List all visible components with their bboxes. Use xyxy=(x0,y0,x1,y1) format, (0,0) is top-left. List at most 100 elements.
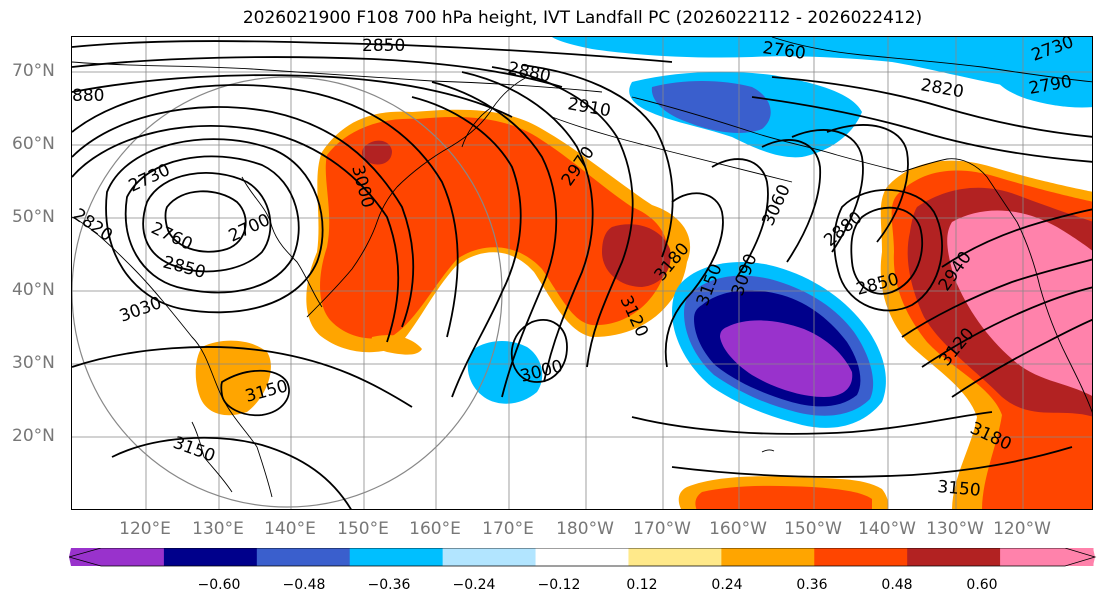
coast-asia-east xyxy=(72,216,273,498)
contour-east-3 xyxy=(951,318,1092,398)
colorbar-arrow-high xyxy=(1065,548,1095,566)
colorbar-segment-3 xyxy=(349,548,444,566)
colorbar-segments xyxy=(71,548,1094,566)
lon-label-180w: 180°W xyxy=(556,519,614,539)
contour-north-east-2 xyxy=(751,96,1092,163)
contour-label-3060: 3060 xyxy=(758,181,794,229)
colorbar-tick-9: 0.60 xyxy=(966,577,998,593)
shade-blue-bering xyxy=(651,81,771,133)
contour-label-3030-west: 3030 xyxy=(117,293,164,327)
colorbar-segment-4 xyxy=(442,548,537,566)
coastlines xyxy=(72,37,1092,498)
map-title: 2026021900 F108 700 hPa height, IVT Land… xyxy=(242,8,923,28)
contour-label-2850-low: 2850 xyxy=(161,253,208,284)
contour-label-880-west: 880 xyxy=(72,86,104,106)
contour-east-4 xyxy=(941,208,1092,268)
shade-red-north-pacific xyxy=(320,116,668,339)
lat-label-50n: 50°N xyxy=(12,207,55,227)
colorbar-tick-6: 0.24 xyxy=(711,577,743,593)
contour-north-east-1 xyxy=(771,76,1092,138)
contour-upper-low xyxy=(850,206,924,295)
contour-westerly-3 xyxy=(72,84,459,338)
colorbar-arrow-low xyxy=(69,548,101,566)
colorbar-outline xyxy=(69,548,1097,567)
lon-label-120e: 120°E xyxy=(119,519,171,539)
colorbar-segment-8 xyxy=(814,548,908,566)
coast-kuril-kamchatka xyxy=(396,76,528,188)
contour-ridge-west-3 xyxy=(461,71,594,383)
contour-label-2700-low: 2700 xyxy=(226,210,274,246)
height-contours xyxy=(72,40,1092,509)
shade-cyan-arctic xyxy=(552,37,1092,99)
colorbar-segment-6 xyxy=(628,548,722,566)
coast-korea-china xyxy=(241,176,323,308)
colorbar-segment-1 xyxy=(163,548,258,566)
colorbar-tick-4: −0.12 xyxy=(537,577,581,593)
lon-label-150w: 150°W xyxy=(784,519,842,539)
contour-trough-mid-1 xyxy=(664,192,724,368)
shade-cyan-alaska-east xyxy=(991,54,1092,108)
contour-label-2880-top: 2880 xyxy=(506,58,552,87)
colorbar-tick-8: 0.48 xyxy=(881,577,913,593)
lon-label-120w: 120°W xyxy=(993,519,1051,539)
contour-ridge-west-4 xyxy=(491,66,634,368)
lat-label-20n: 20°N xyxy=(12,426,55,446)
contour-ridge-west xyxy=(411,96,522,398)
coast-alaska-north xyxy=(771,37,1092,83)
contour-northern-1 xyxy=(72,40,673,63)
colorbar-tick-5: 0.12 xyxy=(626,577,658,593)
lat-label-60n: 60°N xyxy=(12,134,55,154)
contour-trough-mid-3 xyxy=(761,139,822,263)
colorbar-segment-5 xyxy=(535,548,629,566)
contour-east-1 xyxy=(901,258,1092,338)
coast-alaska-gulf xyxy=(901,158,1018,223)
lon-label-160e: 160°E xyxy=(409,519,461,539)
lon-label-170e: 170°E xyxy=(482,519,534,539)
contour-trough-mid-4 xyxy=(791,129,864,253)
contour-low-2 xyxy=(142,172,272,273)
contour-low-3 xyxy=(124,155,300,294)
ivt-negative-shading xyxy=(467,37,1092,428)
shade-darkred-west-pacific xyxy=(602,224,671,287)
ivt-positive-shading xyxy=(195,109,1092,509)
colorbar-tick-2: −0.36 xyxy=(367,577,411,593)
contour-trough-mid-2 xyxy=(711,158,769,278)
map-panel: 2850 2760 2730 2880 2820 2790 880 2910 2… xyxy=(71,36,1093,510)
lon-label-140e: 140°E xyxy=(264,519,316,539)
shade-orange-southwest-east xyxy=(371,335,422,355)
lon-label-130e: 130°E xyxy=(192,519,244,539)
shade-purple-central-pacific xyxy=(720,320,853,397)
lon-label-140w: 140°W xyxy=(858,519,916,539)
contour-low-inner xyxy=(164,190,247,253)
shade-orange-southwest xyxy=(195,340,271,416)
contour-northern-2 xyxy=(72,56,563,88)
lat-label-30n: 30°N xyxy=(12,353,55,373)
lat-label-40n: 40°N xyxy=(12,280,55,300)
coast-siberia-north xyxy=(72,61,603,93)
contour-sub-3 xyxy=(510,319,568,383)
contour-westerly-1 xyxy=(72,106,415,328)
contour-label-2850-top: 2850 xyxy=(362,37,405,56)
colorbar-tick-1: −0.48 xyxy=(282,577,326,593)
lon-label-170w: 170°W xyxy=(633,519,691,539)
shade-cyan-subtropic xyxy=(467,341,543,404)
contour-low-4 xyxy=(105,138,324,314)
contour-ridge-west-5 xyxy=(521,64,674,258)
colorbar-segment-7 xyxy=(721,548,815,566)
contour-label-2820-ne: 2820 xyxy=(919,75,965,102)
colorbar-tick-7: 0.36 xyxy=(796,577,828,593)
colorbar-segment-2 xyxy=(256,548,351,566)
contour-sub-2 xyxy=(220,369,290,417)
contour-label-2760-low: 2760 xyxy=(148,218,196,254)
contour-sub-1 xyxy=(72,346,413,408)
contour-upper-low-2 xyxy=(833,188,943,312)
colorbar-tick-3: −0.24 xyxy=(452,577,496,593)
colorbar-segment-9 xyxy=(907,548,1001,566)
contour-south-2 xyxy=(671,446,1073,478)
shade-pink-west-coast xyxy=(947,210,1092,396)
colorbar xyxy=(69,548,1097,567)
colorbar-tick-0: −0.60 xyxy=(197,577,241,593)
contour-east-2 xyxy=(921,286,1092,368)
lat-label-70n: 70°N xyxy=(12,61,55,81)
coast-taiwan-philippines xyxy=(191,421,233,493)
